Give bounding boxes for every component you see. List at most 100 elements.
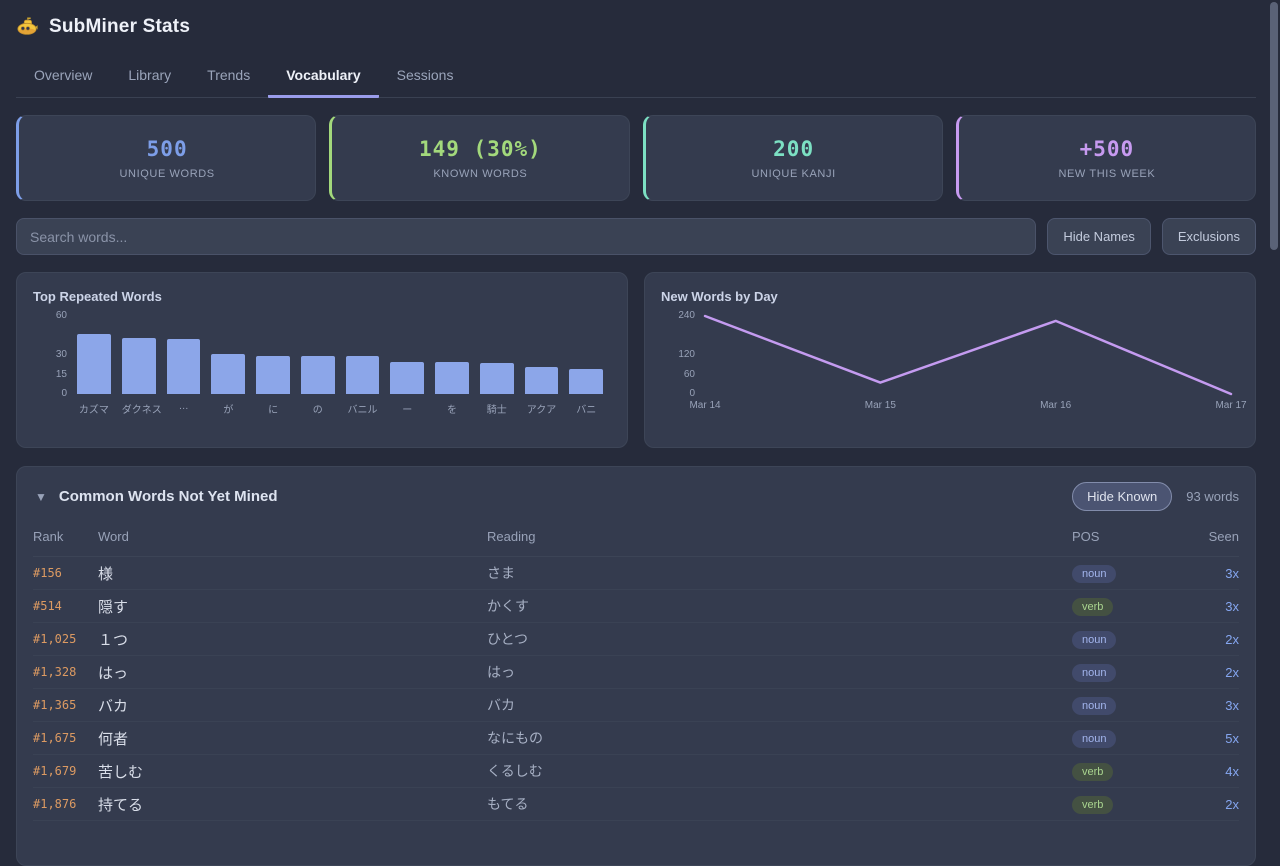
table-row[interactable]: #514 隠す かくす verb 3x xyxy=(33,590,1239,623)
rank-cell: #1,876 xyxy=(33,797,77,811)
bar-x-tick-label: を xyxy=(447,405,457,416)
pos-cell: noun xyxy=(1072,564,1187,583)
pos-cell: verb xyxy=(1072,597,1187,616)
word-cell: バカ xyxy=(98,697,129,715)
search-input[interactable] xyxy=(16,218,1037,255)
pos-cell: noun xyxy=(1072,630,1187,649)
rank-cell: #514 xyxy=(33,599,62,613)
bar xyxy=(121,338,156,394)
word-cell: 何者 xyxy=(98,730,129,748)
hide-known-button[interactable]: Hide Known xyxy=(1072,482,1173,511)
stats-row: 500 UNIQUE WORDS 149 (30%) KNOWN WORDS 200 UN… xyxy=(16,115,1256,201)
charts-row: Top Repeated Words 0 15 30 60 カズマ ダクネス … が に の バニ… xyxy=(16,272,1256,448)
line-x-tick-label: Mar 15 xyxy=(864,400,896,411)
tab-trends[interactable]: Trends xyxy=(189,57,268,98)
bar xyxy=(435,361,469,394)
line-series-path xyxy=(703,314,1233,396)
seen-cell: 2x xyxy=(1225,796,1239,812)
rank-cell: #1,025 xyxy=(33,632,77,646)
bar-x-tick-label: ー xyxy=(402,405,413,416)
bar xyxy=(569,369,603,394)
reading-cell: なにもの xyxy=(487,730,543,746)
seen-cell: 2x xyxy=(1225,631,1239,647)
bar-x-tick-label: バニ xyxy=(576,405,597,416)
seen-cell: 3x xyxy=(1225,598,1239,614)
y-tick-label: 240 xyxy=(678,310,695,321)
submarine-icon xyxy=(16,16,38,38)
table-column-headers: Rank Word Reading POS Seen xyxy=(33,523,1239,557)
reading-cell: かくす xyxy=(487,598,529,614)
exclusions-button[interactable]: Exclusions xyxy=(1161,218,1256,255)
bar xyxy=(77,334,111,394)
word-cell: １つ xyxy=(98,631,129,649)
tab-library[interactable]: Library xyxy=(110,57,189,98)
stat-label: UNIQUE KANJI xyxy=(751,167,836,180)
pos-badge: noun xyxy=(1072,564,1117,583)
seen-cell: 4x xyxy=(1225,763,1239,779)
tab-overview[interactable]: Overview xyxy=(16,57,110,98)
line-chart-y-axis: 0 60 120 240 xyxy=(661,310,701,399)
bar-x-tick-label: … xyxy=(178,401,189,412)
bar xyxy=(345,356,380,394)
bar xyxy=(524,366,559,394)
seen-cell: 3x xyxy=(1225,565,1239,581)
stat-card: 200 UNIQUE KANJI xyxy=(642,115,943,201)
rank-cell: #1,365 xyxy=(33,698,77,712)
stat-card: +500 NEW THIS WEEK xyxy=(955,115,1256,201)
reading-cell: バカ xyxy=(487,697,515,713)
stat-value: 149 (30%) xyxy=(418,136,542,161)
stat-card: 149 (30%) KNOWN WORDS xyxy=(329,115,630,201)
bar xyxy=(300,356,335,394)
y-tick-label: 0 xyxy=(689,388,695,399)
line-x-tick-label: Mar 17 xyxy=(1215,400,1247,411)
word-cell: 様 xyxy=(98,565,114,583)
y-tick-label: 60 xyxy=(55,310,67,321)
bar-x-tick-label: 騎士 xyxy=(486,405,507,416)
table-row[interactable]: #1,679 苦しむ くるしむ verb 4x xyxy=(33,755,1239,788)
table-body: #156 様 さま noun 3x #514 隠す かくす verb 3x #1,025 １つ ひとつ n… xyxy=(33,557,1239,821)
y-tick-label: 30 xyxy=(55,349,67,360)
line-x-tick-label: Mar 16 xyxy=(1040,400,1072,411)
column-header-word: Word xyxy=(98,529,129,544)
word-cell: はっ xyxy=(98,664,129,682)
table-row[interactable]: #156 様 さま noun 3x xyxy=(33,557,1239,590)
stat-label: NEW THIS WEEK xyxy=(1058,167,1156,180)
bar-x-tick-label: カズマ xyxy=(78,405,109,416)
tab-vocabulary[interactable]: Vocabulary xyxy=(268,57,379,98)
bar-chart-x-axis: カズマ ダクネス … が に の バニル ー を 騎士 アクア バニ xyxy=(77,401,603,416)
bar xyxy=(256,356,290,394)
table-row[interactable]: #1,876 持てる もてる verb 2x xyxy=(33,788,1239,821)
column-header-seen: Seen xyxy=(1208,529,1239,544)
stat-label: KNOWN WORDS xyxy=(433,167,528,180)
pos-cell: noun xyxy=(1072,729,1187,748)
rank-cell: #1,328 xyxy=(33,665,77,679)
y-tick-label: 60 xyxy=(683,368,695,380)
table-row[interactable]: #1,365 バカ バカ noun 3x xyxy=(33,689,1239,722)
table-row[interactable]: #1,675 何者 なにもの noun 5x xyxy=(33,722,1239,755)
table-row[interactable]: #1,328 はっ はっ noun 2x xyxy=(33,656,1239,689)
word-count-badge: 93 words xyxy=(1186,489,1239,504)
column-header-reading: Reading xyxy=(487,529,536,544)
stat-card: 500 UNIQUE WORDS xyxy=(16,115,317,201)
seen-cell: 2x xyxy=(1225,664,1239,680)
tab-sessions[interactable]: Sessions xyxy=(379,57,472,98)
reading-cell: もてる xyxy=(487,796,529,812)
collapse-toggle-icon[interactable]: ▼ xyxy=(35,489,47,504)
bar-chart-bars xyxy=(77,316,603,394)
toolbar: Hide Names Exclusions xyxy=(16,218,1256,255)
hide-names-button[interactable]: Hide Names xyxy=(1047,218,1151,255)
bar xyxy=(166,339,201,394)
stat-value: 500 xyxy=(146,136,188,161)
table-row[interactable]: #1,025 １つ ひとつ noun 2x xyxy=(33,623,1239,656)
line-chart-x-axis: Mar 14 Mar 15 Mar 16 Mar 17 xyxy=(689,400,1246,416)
reading-cell: ひとつ xyxy=(487,631,529,647)
bar-x-tick-label: に xyxy=(268,405,279,416)
word-cell: 隠す xyxy=(98,598,129,616)
vertical-scrollbar-thumb[interactable] xyxy=(1270,2,1278,250)
stat-value: 200 xyxy=(773,136,815,161)
app-header: SubMiner Stats xyxy=(16,13,1256,41)
word-cell: 持てる xyxy=(98,796,144,814)
bar-x-tick-label: が xyxy=(223,405,234,416)
new-words-by-day-chart: New Words by Day 0 60 120 240 Mar 14 Mar 15 M… xyxy=(644,272,1256,448)
